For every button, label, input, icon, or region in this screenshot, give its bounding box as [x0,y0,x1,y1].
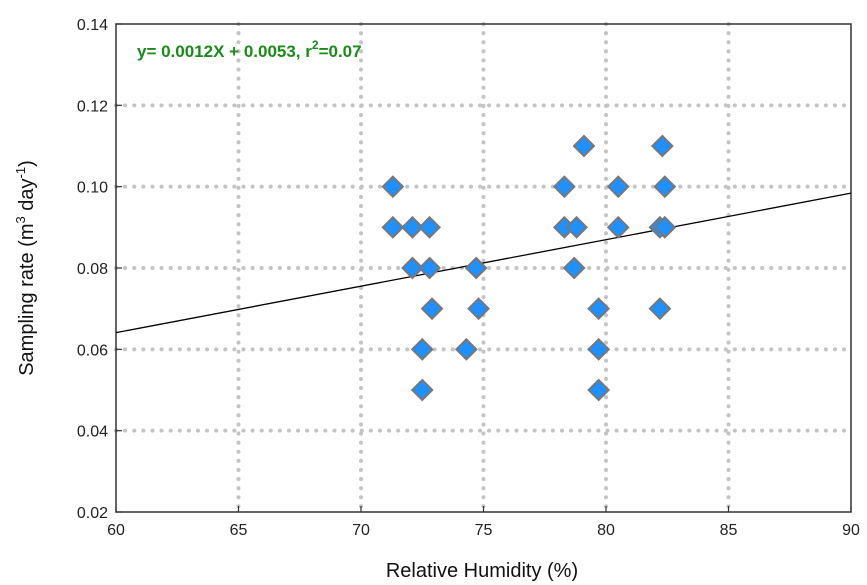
data-point-diamond [418,256,442,280]
data-point-diamond [401,256,424,280]
equation-label: y= 0.0012X + 0.0053, r2=0.07 [137,38,362,61]
equation-superscript: 2 [312,38,319,52]
data-point-diamond [587,297,611,321]
y-tick-label: 0.14 [77,17,108,34]
y-title-sup2: -1 [13,167,28,179]
data-point-diamond [653,215,677,239]
x-tick-label: 80 [597,522,615,539]
x-tick-label: 70 [352,522,370,539]
data-point-diamond [648,297,672,321]
data-point-diamond [464,256,488,280]
y-title-part3: ) [16,160,38,167]
x-tick-label: 75 [475,522,493,539]
x-tick-label: 60 [107,522,125,539]
data-point-diamond [653,175,677,199]
y-title-part1: Sampling rate (m [16,224,38,376]
y-tick-label: 0.10 [77,180,108,197]
y-tick-label: 0.12 [77,98,108,115]
x-tick-label: 90 [842,522,860,539]
data-point-diamond [565,215,589,239]
data-point-diamond [562,256,586,280]
data-point-diamond [420,297,444,321]
data-points [381,134,677,402]
data-point-diamond [650,134,674,158]
y-title-sup1: 3 [13,216,28,223]
y-tick-label: 0.04 [77,424,108,441]
data-point-diamond [454,337,478,361]
x-tick-label: 85 [720,522,738,539]
data-point-diamond [410,378,434,402]
trendline [115,192,852,334]
data-point-diamond [410,337,434,361]
data-point-diamond [467,297,491,321]
data-point-diamond [381,175,405,199]
y-tick-label: 0.08 [77,261,108,278]
y-axis-title: Sampling rate (m3 day-1) [13,160,38,376]
data-point-diamond [418,215,442,239]
data-point-diamond [401,215,424,239]
equation-suffix: =0.07 [319,42,362,61]
y-ticks: 0.02 0.04 0.06 0.08 0.10 0.12 0.14 [77,17,122,522]
x-tick-label: 65 [230,522,248,539]
data-point-diamond [587,337,611,361]
x-ticks: 60 65 70 75 80 85 90 [107,506,860,539]
data-point-diamond [381,215,405,239]
data-point-diamond [572,134,596,158]
x-axis-title: Relative Humidity (%) [386,560,578,582]
data-point-diamond [606,215,630,239]
y-tick-label: 0.06 [77,342,108,359]
data-point-diamond [587,378,611,402]
data-point-diamond [606,175,630,199]
y-tick-label: 0.02 [77,505,108,522]
y-title-part2: day [16,178,38,216]
equation-prefix: y= 0.0012X + 0.0053, r [137,42,312,61]
data-point-diamond [552,175,576,199]
